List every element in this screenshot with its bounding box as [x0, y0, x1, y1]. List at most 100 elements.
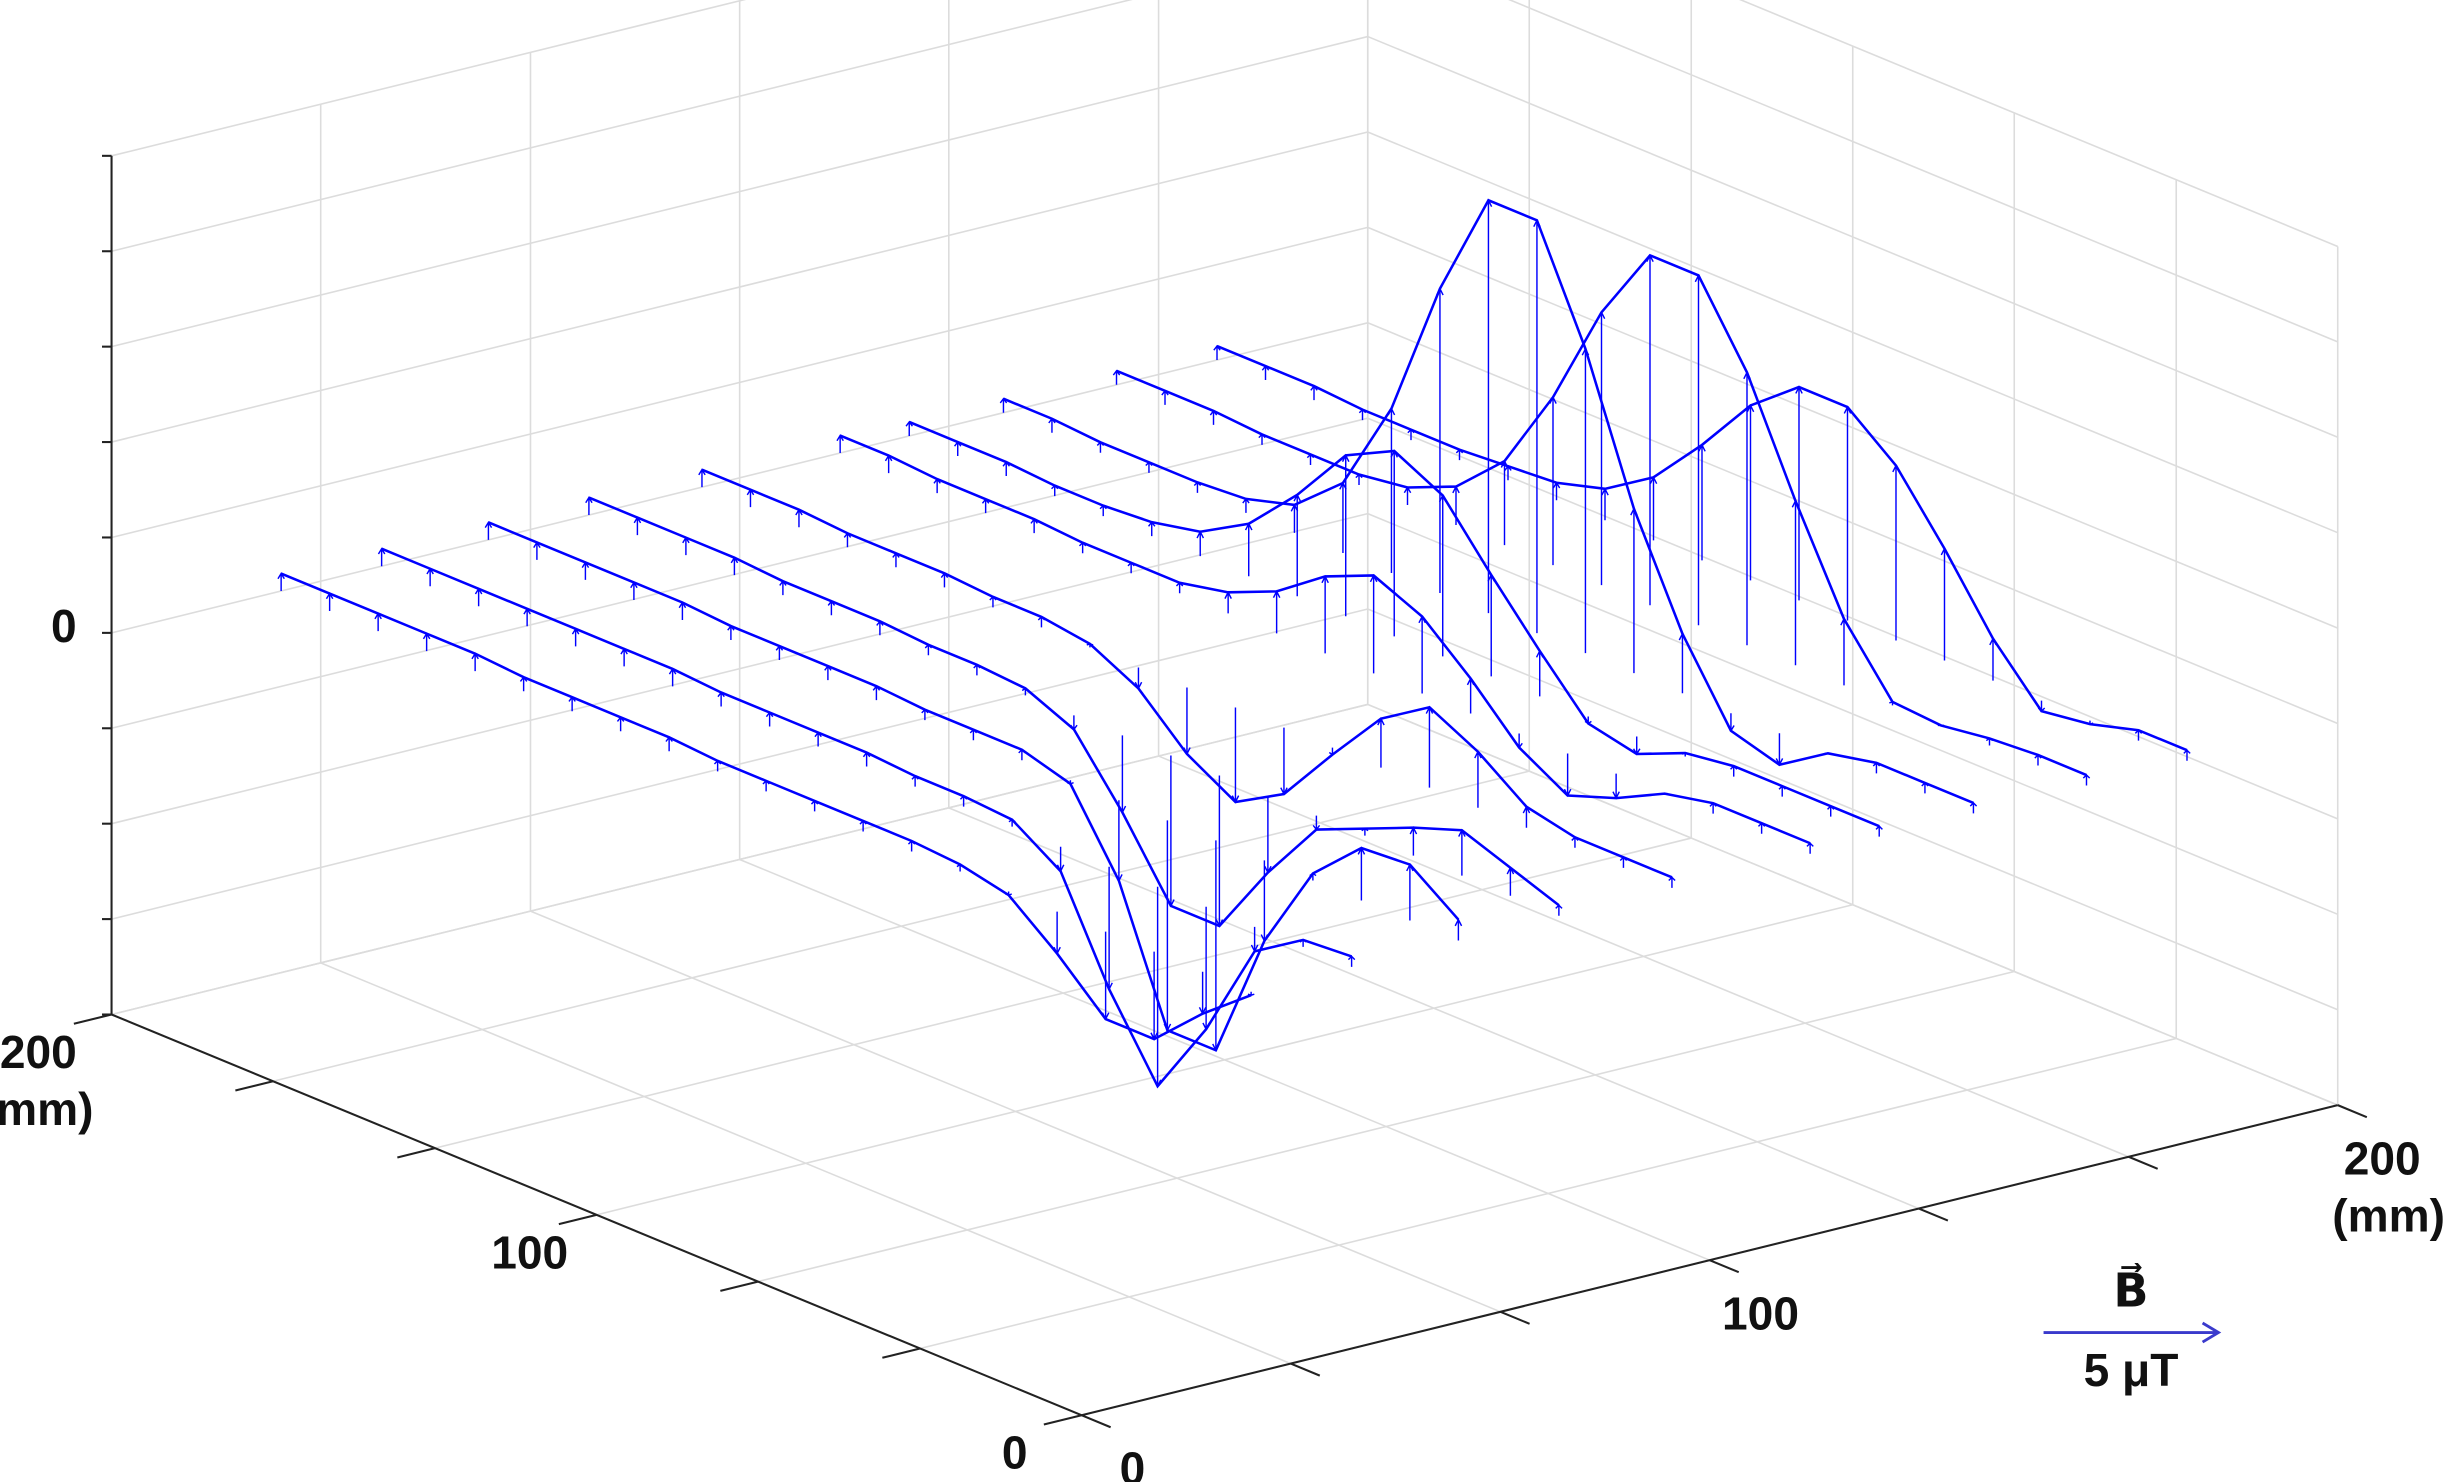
- tip-line: [1002, 198, 1974, 805]
- arrow: [1406, 862, 1414, 921]
- arrow: [1458, 828, 1466, 876]
- tick-label-line: mm): [0, 1083, 93, 1135]
- arrow: [1843, 405, 1852, 621]
- arrow: [1668, 876, 1676, 888]
- grid-line: [111, 417, 1368, 730]
- arrow: [1940, 546, 1949, 661]
- grid-layer: [110, 0, 2339, 1416]
- arrow: [1357, 846, 1366, 901]
- arrow: [1224, 590, 1232, 614]
- arrow: [1791, 499, 1800, 666]
- arrow: [1474, 750, 1482, 808]
- y-tick: [397, 1147, 436, 1159]
- arrow: [1743, 370, 1751, 646]
- x-tick: [1500, 1310, 1530, 1325]
- arrow: [1198, 971, 1207, 1016]
- arrow: [1535, 649, 1544, 697]
- arrow: [1989, 636, 1997, 681]
- arrow: [1163, 820, 1172, 1032]
- arrow: [523, 607, 531, 627]
- arrow: [1105, 866, 1113, 991]
- arrow: [1147, 520, 1156, 537]
- arrow: [1264, 795, 1272, 875]
- arrow: [1581, 347, 1590, 654]
- arrow: [1183, 687, 1191, 756]
- arrow: [1875, 825, 1883, 837]
- grid-line: [111, 322, 1368, 634]
- arrow: [1242, 497, 1250, 513]
- tick-label: 0: [1002, 1427, 1028, 1479]
- grid-line: [1367, 35, 2339, 439]
- grid-line: [1367, 703, 2339, 1106]
- tick-label: 200 (mm): [2332, 1133, 2445, 1242]
- scale-legend: B⃗ 5 μT: [2043, 1262, 2222, 1396]
- arrow: [1215, 775, 1224, 928]
- arrow: [1969, 801, 1978, 814]
- arrow: [884, 454, 893, 474]
- data-layer: [277, 198, 2191, 1089]
- arrow: [730, 556, 739, 576]
- grid-line: [596, 904, 1853, 1216]
- arrow: [1247, 991, 1255, 996]
- tip-line: [588, 496, 1560, 928]
- grid-line: [1739, 0, 2339, 248]
- tick-label: 0: [1120, 1443, 1146, 1482]
- tip-line: [1116, 253, 2087, 777]
- y-tick: [882, 1347, 921, 1359]
- arrow: [1795, 385, 1803, 601]
- arrow: [1806, 842, 1814, 854]
- arrow: [1321, 574, 1329, 654]
- arrow: [1280, 727, 1288, 796]
- arrow: [1533, 218, 1541, 634]
- arrow: [571, 627, 580, 647]
- arrow: [1369, 573, 1378, 674]
- arrow: [746, 488, 755, 508]
- grid-line: [111, 512, 1368, 825]
- grid-line: [111, 226, 1368, 539]
- grid-line: [757, 970, 2015, 1283]
- tip-line: [908, 420, 1880, 828]
- tip-line: [1216, 344, 2188, 752]
- grid-line: [919, 1037, 2177, 1350]
- grid-line: [1367, 322, 2339, 725]
- grid-line: [111, 608, 1368, 920]
- arrow: [1563, 753, 1572, 798]
- tip-line: [839, 434, 1811, 845]
- arrow: [1555, 904, 1563, 916]
- x-tick: [1081, 1414, 1112, 1429]
- arrow: [1403, 486, 1412, 506]
- arrow: [1409, 826, 1418, 856]
- arrow: [1775, 733, 1784, 767]
- arrow: [678, 601, 687, 620]
- arrow: [1597, 310, 1606, 586]
- arrow: [633, 516, 642, 536]
- arrow: [2082, 774, 2091, 786]
- scale-label: 5 μT: [2084, 1344, 2179, 1396]
- x-tick: [1918, 1207, 1949, 1222]
- arrow: [377, 547, 386, 567]
- arrow: [1196, 530, 1205, 557]
- arrow: [1630, 507, 1638, 674]
- tick-label-line: 200: [2344, 1133, 2434, 1185]
- scale-arrow: [2043, 1321, 2222, 1344]
- x-axis: [1081, 1104, 2338, 1417]
- tip-line: [701, 468, 1673, 879]
- grid-line: [111, 0, 1133, 253]
- tick-label: 200 mm): [0, 1026, 93, 1135]
- grid-line: [111, 35, 1368, 348]
- y-tick: [720, 1280, 759, 1292]
- arrow: [484, 520, 493, 540]
- arrow: [325, 592, 334, 612]
- arrow: [1231, 707, 1240, 804]
- grid-line: [111, 703, 1368, 1016]
- arrow: [620, 647, 628, 667]
- arrow: [1484, 198, 1493, 614]
- arrow: [1213, 344, 1221, 361]
- arrow: [581, 561, 590, 580]
- arrow: [1118, 735, 1127, 814]
- axes-layer: 0 100 200 (mm) 0 100 200 mm) 0: [0, 154, 2445, 1482]
- arrow: [668, 667, 677, 687]
- arrow: [426, 567, 434, 587]
- arrow: [1272, 589, 1281, 634]
